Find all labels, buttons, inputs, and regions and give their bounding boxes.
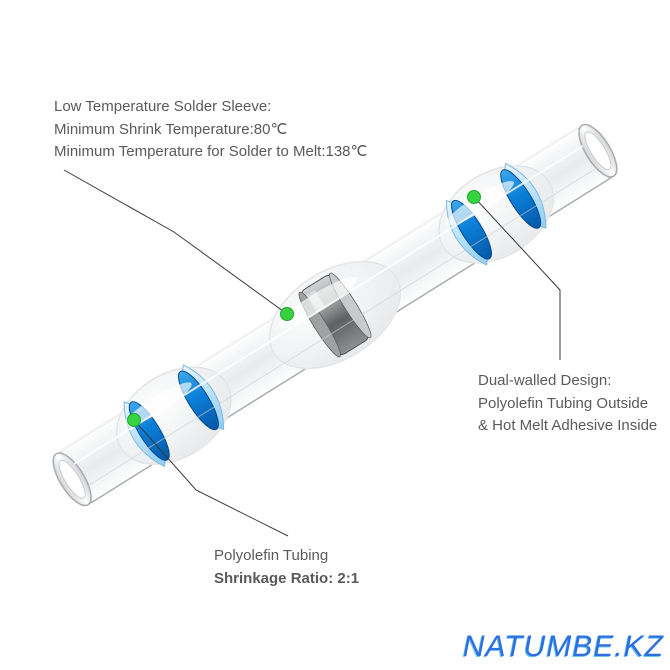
callout-line: Minimum Temperature for Solder to Melt:1… xyxy=(54,141,367,164)
dot-left-bulge xyxy=(128,414,141,427)
dot-center-bulge xyxy=(281,308,294,321)
callout-line: & Hot Melt Adhesive Inside xyxy=(478,415,657,438)
callout-line: Polyolefin Tubing Outside xyxy=(478,393,657,416)
callout-line: Low Temperature Solder Sleeve: xyxy=(54,96,367,119)
watermark: NATUMBE.KZ NATUMBE.KZ xyxy=(463,630,664,664)
callout-line: Polyolefin Tubing xyxy=(214,545,359,568)
callout-bottom: Polyolefin Tubing Shrinkage Ratio: 2:1 xyxy=(214,545,359,590)
callout-top-left: Low Temperature Solder Sleeve: Minimum S… xyxy=(54,96,367,164)
callout-line: Dual-walled Design: xyxy=(478,370,657,393)
watermark-text: NATUMBE.KZ xyxy=(463,630,664,663)
dot-right-bulge xyxy=(468,191,481,204)
callout-right: Dual-walled Design: Polyolefin Tubing Ou… xyxy=(478,370,657,438)
callout-line: Minimum Shrink Temperature:80℃ xyxy=(54,119,367,142)
callout-line-bold: Shrinkage Ratio: 2:1 xyxy=(214,568,359,591)
